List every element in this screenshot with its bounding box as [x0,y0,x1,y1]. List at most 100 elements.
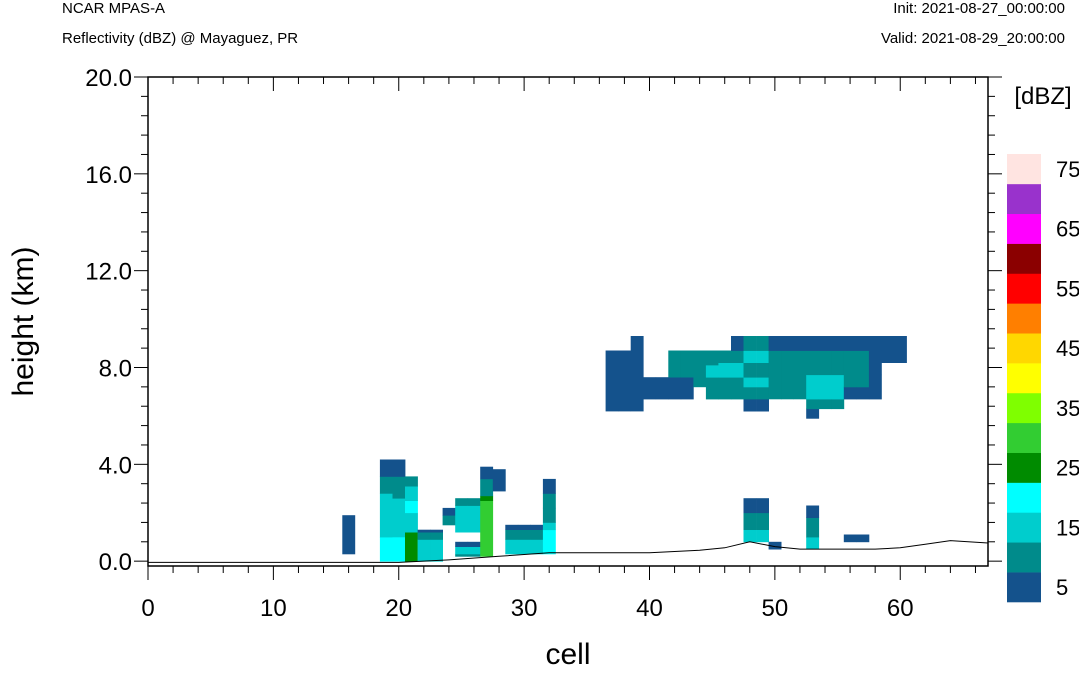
reflectivity-cell [756,512,769,530]
reflectivity-cell [756,399,769,412]
reflectivity-cell [643,377,657,400]
reflectivity-cell [455,498,469,506]
reflectivity-cell [743,386,757,400]
reflectivity-cell [718,350,732,363]
x-tick-label: 50 [762,595,789,622]
reflectivity-cell [793,350,807,400]
reflectivity-cell [856,374,870,388]
reflectivity-cell [756,498,769,514]
reflectivity-cell [392,476,406,499]
reflectivity-cell [843,534,857,543]
reflectivity-cell [480,495,494,501]
plot-frame [147,76,989,567]
reflectivity-cell [781,336,794,351]
reflectivity-cell [756,386,769,400]
colorbar-swatch [1007,482,1041,513]
reflectivity-cell [467,553,481,557]
y-tick-label: 12.0 [85,259,132,286]
reflectivity-cell [492,469,506,492]
reflectivity-cell [467,498,481,506]
reflectivity-cell [806,517,820,538]
reflectivity-cell [342,515,356,555]
valid-time: Valid: 2021-08-29_20:00:00 [880,30,1065,47]
reflectivity-cell [806,505,820,518]
y-tick-label: 20.0 [85,65,132,92]
reflectivity-cell [831,350,845,376]
reflectivity-cell [417,539,431,562]
reflectivity-cell [843,350,857,376]
reflectivity-cell [768,350,782,400]
reflectivity-cell [655,377,669,400]
colorbar-label: 75 [1056,157,1079,182]
reflectivity-cell [379,459,393,477]
reflectivity-cell [818,350,832,376]
colorbar-label: 45 [1056,336,1079,361]
reflectivity-cell [718,362,732,378]
y-tick-label: 16.0 [85,162,132,189]
colorbar-swatch [1007,363,1041,394]
colorbar-swatch [1007,512,1041,543]
reflectivity-cell [843,386,857,400]
reflectivity-cell [542,493,556,509]
reflectivity-cell [405,486,418,501]
reflectivity-cell [831,399,845,410]
reflectivity-cell [818,374,832,400]
reflectivity-cell [430,532,443,540]
colorbar-label: 15 [1056,515,1079,540]
reflectivity-cell [505,529,519,540]
reflectivity-cell [843,336,857,351]
reflectivity-cell [455,541,469,547]
y-axis-ticks: 0.0 4.0 8.0 12.0 16.0 20.0 [85,65,1002,576]
reflectivity-cell [379,476,393,494]
colorbar-swatch [1007,392,1041,424]
reflectivity-cell [455,553,469,557]
reflectivity-cell [668,350,682,378]
reflectivity-cell [843,374,857,388]
colorbar-label: 65 [1056,217,1079,242]
colorbar-swatch [1007,273,1041,304]
reflectivity-cell [379,537,393,562]
reflectivity-cell [430,529,443,533]
reflectivity-cell [467,505,481,533]
reflectivity-cell [818,336,832,351]
reflectivity-cell [542,522,556,531]
y-axis-title: height (km) [7,246,40,396]
reflectivity-cell [743,529,757,543]
reflectivity-cell [680,350,694,378]
colorbar-label: 5 [1056,575,1068,600]
colorbar-swatch [1007,422,1041,453]
x-tick-label: 10 [260,595,287,622]
model-title: NCAR MPAS-A [62,0,166,17]
colorbar-swatch [1007,154,1041,185]
plot-border [147,76,989,567]
reflectivity-cell [530,539,544,555]
reflectivity-cell [831,336,845,351]
init-time: Init: 2021-08-27_00:00:00 [893,0,1065,17]
reflectivity-cell [818,399,832,410]
reflectivity-cell [392,459,406,477]
reflectivity-cell [442,515,456,526]
reflectivity-cell [868,336,882,351]
reflectivity-cell [768,336,782,351]
reflectivity-cell [756,362,769,378]
reflectivity-cell [894,336,907,363]
reflectivity-cell [405,476,418,487]
reflectivity-cell [542,478,556,494]
reflectivity-cell [868,350,882,376]
reflectivity-cell [768,541,782,550]
reflectivity-cell [517,524,531,530]
reflectivity-cell [605,350,619,412]
colorbar-swatch [1007,243,1041,274]
colorbar-label: 25 [1056,456,1079,481]
reflectivity-cell [480,478,494,497]
reflectivity-cell [430,539,443,562]
reflectivity-cell [417,532,431,540]
terrain-line [148,540,989,563]
reflectivity-cell [756,529,769,543]
y-tick-label: 4.0 [99,452,132,479]
colorbar-swatch [1007,452,1041,483]
reflectivity-cell [379,493,393,538]
reflectivity-cell [806,374,820,400]
reflectivity-cell [756,336,769,351]
